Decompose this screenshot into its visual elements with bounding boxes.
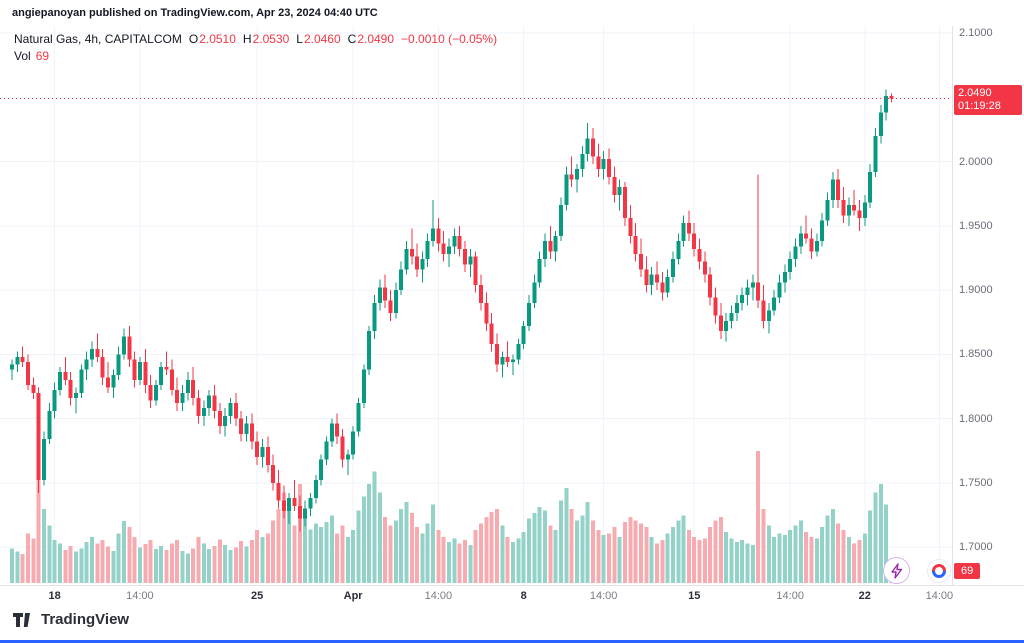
change-value: −0.0010 (−0.05%): [401, 32, 498, 46]
ohlc-values: O2.0510 H2.0530 L2.0460 C2.0490: [182, 32, 394, 46]
price-axis-label: 2.1000: [959, 27, 993, 39]
time-axis-label: 14:00: [925, 590, 954, 602]
time-axis-label: 18: [48, 590, 61, 602]
price-axis-label: 1.7500: [959, 476, 993, 489]
bottom-accent-bar: [0, 640, 1024, 643]
chart-area[interactable]: Natural Gas, 4h, CAPITALCOM O2.0510 H2.053…: [0, 26, 953, 585]
tradingview-logo[interactable]: TradingView: [13, 611, 129, 628]
time-axis-label: 8: [520, 590, 527, 602]
volume-axis-badge: 69: [954, 563, 981, 579]
ohlc-number: 2.0510: [199, 32, 236, 46]
last-price-badge: 2.0490 01:19:28: [954, 84, 1022, 115]
chart-legend: Natural Gas, 4h, CAPITALCOM O2.0510 H2.053…: [14, 31, 497, 65]
ohlc-letter: H: [242, 32, 252, 46]
attribution-text: angiepanoyan published on TradingView.co…: [12, 7, 378, 19]
volume-value: 69: [35, 49, 50, 63]
price-axis-label: 1.9000: [959, 284, 993, 296]
attribution-bar: angiepanoyan published on TradingView.co…: [0, 0, 1024, 26]
price-axis-label: 2.0000: [959, 155, 993, 168]
ohlc-number: 2.0530: [252, 32, 290, 46]
time-axis-label: 15: [688, 590, 701, 602]
time-axis-label: 14:00: [126, 590, 154, 602]
ohlc-number: 2.0490: [357, 32, 395, 46]
ohlc-letter: C: [347, 32, 357, 46]
price-axis-label: 1.8500: [959, 348, 993, 361]
price-axis-label: 1.9500: [959, 219, 993, 232]
time-axis-label: 14:00: [589, 590, 618, 602]
legend-row-volume: Vol 69: [14, 48, 497, 65]
time-axis[interactable]: 18 14:00 25 Apr 14:00 8 14:00 15 14:00 22 14:00: [0, 585, 1024, 607]
time-axis-label: 14:00: [424, 590, 453, 602]
tradingview-logo-icon: [13, 612, 34, 628]
footer-bar: TradingView: [0, 606, 1024, 640]
ohlc-letter: L: [296, 32, 303, 46]
capitalcom-logo-button[interactable]: [927, 559, 951, 583]
ohlc-letter: O: [188, 32, 199, 46]
time-axis-label: Apr: [343, 590, 363, 602]
volume-label: Vol: [14, 49, 31, 63]
price-axis-label: 1.7000: [959, 541, 993, 553]
time-axis-label: 22: [858, 590, 871, 602]
time-axis-label: 14:00: [776, 590, 804, 602]
candlestick-chart[interactable]: [0, 26, 952, 585]
legend-row-symbol: Natural Gas, 4h, CAPITALCOM O2.0510 H2.053…: [14, 31, 497, 48]
last-price-value: 2.0490: [958, 86, 992, 99]
capitalcom-logo-icon: [931, 563, 947, 579]
bar-countdown: 01:19:28: [958, 99, 1001, 112]
symbol-title[interactable]: Natural Gas, 4h, CAPITALCOM: [14, 32, 182, 46]
tradingview-logo-text: TradingView: [41, 611, 130, 628]
lightning-icon: [890, 562, 903, 579]
lightning-button[interactable]: [883, 557, 910, 584]
price-axis-label: 1.8000: [959, 412, 993, 425]
time-axis-label: 25: [251, 590, 264, 602]
price-axis[interactable]: 2.0490 01:19:28 69 2.1000 2.0000 1.9500 1.9…: [952, 26, 1024, 585]
ohlc-number: 2.0460: [303, 32, 341, 46]
